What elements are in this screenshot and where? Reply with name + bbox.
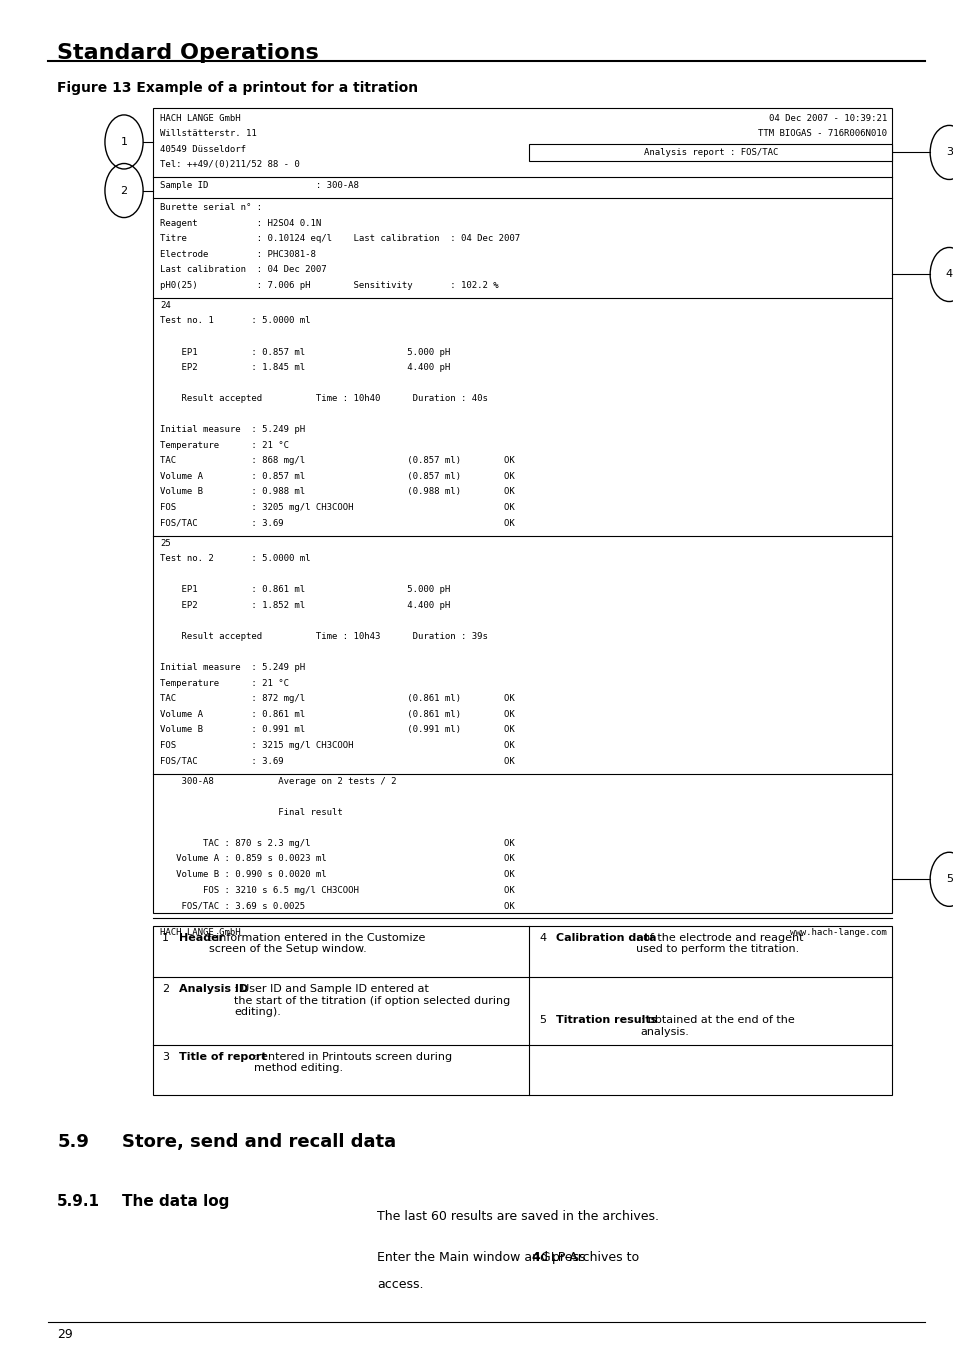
Text: Final result: Final result xyxy=(160,807,343,817)
Text: EP1          : 0.861 ml                   5.000 pH: EP1 : 0.861 ml 5.000 pH xyxy=(160,585,450,595)
Text: 2: 2 xyxy=(120,185,128,196)
Text: Test no. 1       : 5.0000 ml: Test no. 1 : 5.0000 ml xyxy=(160,316,311,326)
FancyBboxPatch shape xyxy=(152,108,891,913)
Text: EP2          : 1.852 ml                   4.400 pH: EP2 : 1.852 ml 4.400 pH xyxy=(160,602,450,610)
Text: www.hach-lange.com: www.hach-lange.com xyxy=(790,927,886,937)
Text: Store, send and recall data: Store, send and recall data xyxy=(122,1133,395,1151)
Text: Reagent           : H2SO4 0.1N: Reagent : H2SO4 0.1N xyxy=(160,219,321,227)
Text: Analysis report : FOS/TAC: Analysis report : FOS/TAC xyxy=(643,147,777,157)
Text: EP2          : 1.845 ml                   4.400 pH: EP2 : 1.845 ml 4.400 pH xyxy=(160,364,450,372)
Text: HACH LANGE GmbH: HACH LANGE GmbH xyxy=(160,114,241,123)
Text: Volume B         : 0.991 ml                   (0.991 ml)        OK: Volume B : 0.991 ml (0.991 ml) OK xyxy=(160,726,515,734)
Text: 5.9.1: 5.9.1 xyxy=(57,1194,100,1209)
Text: Sample ID                    : 300-A8: Sample ID : 300-A8 xyxy=(160,181,358,191)
Text: 3: 3 xyxy=(162,1052,169,1061)
Text: 29: 29 xyxy=(57,1328,73,1341)
Text: Result accepted          Time : 10h43      Duration : 39s: Result accepted Time : 10h43 Duration : … xyxy=(160,633,488,641)
Text: Volume A         : 0.857 ml                   (0.857 ml)        OK: Volume A : 0.857 ml (0.857 ml) OK xyxy=(160,472,515,481)
Text: FOS/TAC          : 3.69                                         OK: FOS/TAC : 3.69 OK xyxy=(160,757,515,765)
Text: 40549 Düsseldorf: 40549 Düsseldorf xyxy=(160,145,246,154)
Text: Header: Header xyxy=(179,933,224,942)
FancyBboxPatch shape xyxy=(529,143,891,161)
Text: Enter the Main window and press: Enter the Main window and press xyxy=(376,1251,589,1264)
Text: Test no. 2       : 5.0000 ml: Test no. 2 : 5.0000 ml xyxy=(160,554,311,564)
Text: 5.9: 5.9 xyxy=(57,1133,89,1151)
Text: Initial measure  : 5.249 pH: Initial measure : 5.249 pH xyxy=(160,664,305,672)
Text: 1: 1 xyxy=(120,137,128,147)
Text: pH0(25)           : 7.006 pH        Sensitivity       : 102.2 %: pH0(25) : 7.006 pH Sensitivity : 102.2 % xyxy=(160,281,498,289)
Text: 04 Dec 2007 - 10:39:21: 04 Dec 2007 - 10:39:21 xyxy=(768,114,886,123)
Text: 4: 4 xyxy=(944,269,952,280)
Text: FOS : 3210 s 6.5 mg/l CH3COOH                           OK: FOS : 3210 s 6.5 mg/l CH3COOH OK xyxy=(160,886,515,895)
Text: GLP-Archives to: GLP-Archives to xyxy=(537,1251,639,1264)
Text: Temperature      : 21 °C: Temperature : 21 °C xyxy=(160,441,289,450)
Text: HACH LANGE GmbH: HACH LANGE GmbH xyxy=(160,927,241,937)
FancyBboxPatch shape xyxy=(152,926,891,1095)
Text: FOS              : 3205 mg/l CH3COOH                            OK: FOS : 3205 mg/l CH3COOH OK xyxy=(160,503,515,512)
Text: FOS/TAC          : 3.69                                         OK: FOS/TAC : 3.69 OK xyxy=(160,519,515,527)
Text: Temperature      : 21 °C: Temperature : 21 °C xyxy=(160,679,289,688)
Text: : User ID and Sample ID entered at
the start of the titration (if option selecte: : User ID and Sample ID entered at the s… xyxy=(233,984,510,1018)
Text: Initial measure  : 5.249 pH: Initial measure : 5.249 pH xyxy=(160,426,305,434)
Text: Volume B         : 0.988 ml                   (0.988 ml)        OK: Volume B : 0.988 ml (0.988 ml) OK xyxy=(160,488,515,496)
Text: 1: 1 xyxy=(162,933,169,942)
Text: Volume A : 0.859 s 0.0023 ml                                 OK: Volume A : 0.859 s 0.0023 ml OK xyxy=(160,854,515,864)
Text: TAC : 870 s 2.3 mg/l                                    OK: TAC : 870 s 2.3 mg/l OK xyxy=(160,838,515,848)
Text: TAC              : 868 mg/l                   (0.857 ml)        OK: TAC : 868 mg/l (0.857 ml) OK xyxy=(160,457,515,465)
Text: access.: access. xyxy=(376,1278,423,1291)
Text: Figure 13 Example of a printout for a titration: Figure 13 Example of a printout for a ti… xyxy=(57,81,418,95)
Text: Last calibration  : 04 Dec 2007: Last calibration : 04 Dec 2007 xyxy=(160,265,327,274)
Text: Tel: ++49/(0)211/52 88 - 0: Tel: ++49/(0)211/52 88 - 0 xyxy=(160,160,299,169)
Text: TTM BIOGAS - 716R006N010: TTM BIOGAS - 716R006N010 xyxy=(758,130,886,138)
Text: Willstätterstr. 11: Willstätterstr. 11 xyxy=(160,130,256,138)
Text: Volume B : 0.990 s 0.0020 ml                                 OK: Volume B : 0.990 s 0.0020 ml OK xyxy=(160,869,515,879)
Text: EP1          : 0.857 ml                   5.000 pH: EP1 : 0.857 ml 5.000 pH xyxy=(160,347,450,357)
Text: The data log: The data log xyxy=(122,1194,230,1209)
Text: 25: 25 xyxy=(160,539,171,548)
Text: 4: 4 xyxy=(531,1251,539,1264)
Text: Volume A         : 0.861 ml                   (0.861 ml)        OK: Volume A : 0.861 ml (0.861 ml) OK xyxy=(160,710,515,719)
Text: : information entered in the Customize
screen of the Setup window.: : information entered in the Customize s… xyxy=(209,933,425,955)
Text: TAC              : 872 mg/l                   (0.861 ml)        OK: TAC : 872 mg/l (0.861 ml) OK xyxy=(160,695,515,703)
Text: 5: 5 xyxy=(944,875,952,884)
Text: FOS              : 3215 mg/l CH3COOH                            OK: FOS : 3215 mg/l CH3COOH OK xyxy=(160,741,515,750)
Text: Titre             : 0.10124 eq/l    Last calibration  : 04 Dec 2007: Titre : 0.10124 eq/l Last calibration : … xyxy=(160,234,519,243)
Text: 24: 24 xyxy=(160,301,171,310)
Text: 2: 2 xyxy=(162,984,169,994)
Text: Title of report: Title of report xyxy=(179,1052,267,1061)
Text: Burette serial n° :: Burette serial n° : xyxy=(160,203,262,212)
Text: Titration results: Titration results xyxy=(556,1015,657,1025)
Text: Electrode         : PHC3081-8: Electrode : PHC3081-8 xyxy=(160,250,315,258)
Text: Standard Operations: Standard Operations xyxy=(57,43,318,64)
Text: Result accepted          Time : 10h40      Duration : 40s: Result accepted Time : 10h40 Duration : … xyxy=(160,395,488,403)
Text: Calibration data: Calibration data xyxy=(556,933,656,942)
Text: : obtained at the end of the
analysis.: : obtained at the end of the analysis. xyxy=(639,1015,794,1037)
Text: : of the electrode and reagent
used to perform the titration.: : of the electrode and reagent used to p… xyxy=(635,933,802,955)
Text: : entered in Printouts screen during
method editing.: : entered in Printouts screen during met… xyxy=(253,1052,452,1073)
Text: 3: 3 xyxy=(944,147,952,157)
Text: 300-A8            Average on 2 tests / 2: 300-A8 Average on 2 tests / 2 xyxy=(160,776,396,786)
Text: 4: 4 xyxy=(538,933,545,942)
Text: The last 60 results are saved in the archives.: The last 60 results are saved in the arc… xyxy=(376,1210,659,1224)
Text: Analysis ID: Analysis ID xyxy=(179,984,248,994)
Text: FOS/TAC : 3.69 s 0.0025                                     OK: FOS/TAC : 3.69 s 0.0025 OK xyxy=(160,900,515,910)
Text: 5: 5 xyxy=(538,1015,545,1025)
